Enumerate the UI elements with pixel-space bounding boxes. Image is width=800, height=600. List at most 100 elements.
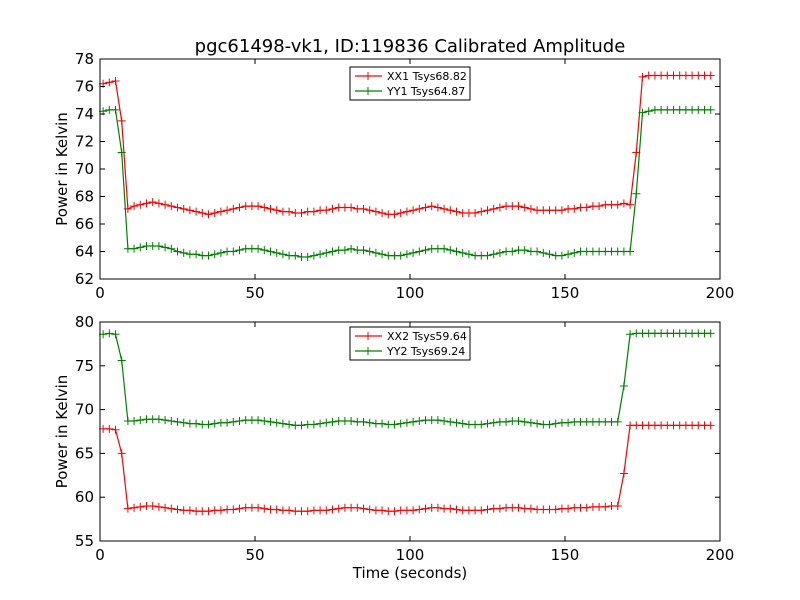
data-point bbox=[328, 417, 337, 426]
data-point bbox=[613, 417, 622, 426]
data-point bbox=[477, 420, 486, 429]
data-point bbox=[514, 202, 523, 211]
data-point bbox=[130, 202, 139, 211]
data-point bbox=[235, 246, 244, 255]
data-point bbox=[582, 503, 591, 512]
data-point bbox=[564, 250, 573, 259]
data-point bbox=[495, 504, 504, 513]
data-point bbox=[353, 503, 362, 512]
data-point bbox=[495, 203, 504, 212]
data-point bbox=[148, 501, 157, 510]
data-point bbox=[167, 416, 176, 425]
data-point bbox=[421, 203, 430, 212]
data-point bbox=[266, 247, 275, 256]
data-point bbox=[117, 148, 126, 157]
data-point bbox=[526, 418, 535, 427]
legend-marker bbox=[364, 87, 372, 95]
y-tick-label: 65 bbox=[75, 444, 94, 462]
data-point bbox=[154, 242, 163, 250]
data-point bbox=[223, 418, 232, 427]
y-tick-label: 68 bbox=[75, 188, 94, 206]
data-point bbox=[216, 207, 225, 216]
data-point bbox=[130, 244, 139, 253]
data-point bbox=[359, 204, 368, 213]
series-2-1 bbox=[99, 421, 715, 516]
data-point bbox=[328, 505, 337, 514]
data-point bbox=[619, 469, 628, 478]
data-point bbox=[638, 108, 647, 117]
legend-label: YY1 Tsys64.87 bbox=[386, 85, 465, 98]
data-point bbox=[173, 247, 182, 256]
legend-marker bbox=[364, 72, 372, 80]
data-point bbox=[272, 505, 281, 514]
data-point bbox=[446, 504, 455, 513]
data-point bbox=[161, 503, 170, 512]
data-point bbox=[105, 329, 114, 338]
y-tick-label: 62 bbox=[75, 270, 94, 288]
data-point bbox=[371, 207, 380, 216]
data-point bbox=[483, 505, 492, 514]
data-point bbox=[415, 247, 424, 256]
legend-box bbox=[349, 326, 471, 361]
legend: XX1 Tsys68.82 YY1 Tsys64.87 bbox=[349, 66, 471, 101]
data-point bbox=[322, 506, 331, 515]
data-point bbox=[365, 505, 374, 514]
data-point bbox=[254, 244, 263, 253]
legend: XX2 Tsys59.64 YY2 Tsys69.24 bbox=[349, 326, 471, 361]
data-point bbox=[316, 250, 325, 259]
data-point bbox=[285, 207, 294, 216]
plots: 0 50 100 150 200 62 64 66 68 70 72 74 76 78 Power in K… bbox=[53, 50, 734, 582]
x-tick-label: 100 bbox=[396, 284, 425, 302]
data-point bbox=[309, 207, 318, 216]
data-point bbox=[111, 425, 120, 434]
y-tick-label: 70 bbox=[75, 160, 94, 178]
data-point bbox=[601, 502, 610, 511]
data-point bbox=[254, 503, 263, 512]
data-point bbox=[179, 204, 188, 213]
data-point bbox=[495, 248, 504, 257]
data-point bbox=[173, 505, 182, 514]
data-point bbox=[415, 204, 424, 213]
data-point bbox=[613, 200, 622, 209]
data-point bbox=[359, 417, 368, 426]
data-point bbox=[229, 204, 238, 213]
data-point bbox=[111, 330, 120, 339]
data-point bbox=[297, 209, 306, 217]
data-point bbox=[173, 417, 182, 426]
x-tick-label: 0 bbox=[95, 546, 105, 564]
data-point bbox=[595, 202, 604, 211]
data-point bbox=[272, 248, 281, 257]
data-point bbox=[427, 202, 436, 211]
data-point bbox=[471, 209, 480, 217]
x-tick-label: 100 bbox=[396, 546, 425, 564]
data-point bbox=[328, 247, 337, 256]
data-point bbox=[458, 248, 467, 257]
data-point bbox=[365, 247, 374, 256]
data-point bbox=[520, 203, 529, 212]
data-point bbox=[322, 248, 331, 257]
data-point bbox=[551, 419, 560, 428]
data-point bbox=[390, 420, 399, 429]
subplot-1: 0 50 100 150 200 62 64 66 68 70 72 74 76 78 Power in K… bbox=[53, 50, 734, 302]
y-tick-label: 60 bbox=[75, 488, 94, 506]
data-point bbox=[396, 209, 405, 217]
data-point bbox=[154, 199, 163, 208]
x-tick-label: 200 bbox=[706, 284, 735, 302]
data-point bbox=[520, 417, 529, 426]
data-point bbox=[440, 416, 449, 425]
x-tick-label: 50 bbox=[245, 284, 264, 302]
data-point bbox=[421, 504, 430, 513]
data-point bbox=[173, 203, 182, 212]
data-point bbox=[303, 507, 312, 516]
data-point bbox=[433, 203, 442, 212]
data-point bbox=[619, 199, 628, 208]
data-point bbox=[347, 203, 356, 212]
x-tick-label: 200 bbox=[706, 546, 735, 564]
data-point bbox=[365, 206, 374, 215]
data-point bbox=[216, 506, 225, 515]
data-point bbox=[415, 416, 424, 425]
data-point bbox=[347, 244, 356, 253]
data-point bbox=[235, 504, 244, 513]
data-point bbox=[402, 250, 411, 259]
